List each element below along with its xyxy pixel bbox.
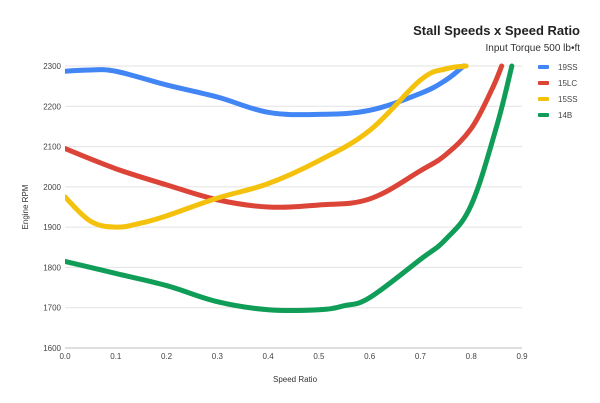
- chart-title: Stall Speeds x Speed Ratio: [413, 23, 580, 38]
- tick-labels: 1600 1700 1800 1900 2000 2100 2200 2300 0.0 0.1 0.…: [43, 62, 528, 361]
- y-tick-label: 2100: [43, 143, 61, 152]
- legend-swatch-14b: [538, 113, 549, 117]
- legend-label-19ss: 19SS: [558, 63, 578, 72]
- y-tick-label: 2300: [43, 62, 61, 71]
- chart-subtitle: Input Torque 500 lb•ft: [486, 43, 581, 54]
- x-tick-label: 0.6: [364, 352, 376, 361]
- x-tick-label: 0.5: [313, 352, 325, 361]
- series-lines: [65, 63, 515, 314]
- y-tick-label: 1800: [43, 263, 61, 272]
- x-tick-label: 0.2: [161, 352, 173, 361]
- series-line-15lc: [65, 63, 505, 210]
- y-tick-label: 1700: [43, 304, 61, 313]
- legend-swatch-15ss: [538, 97, 549, 101]
- x-tick-label: 0.7: [415, 352, 427, 361]
- x-tick-label: 0.9: [516, 352, 528, 361]
- legend-label-14b: 14B: [558, 111, 572, 120]
- series-line-14b: [65, 63, 515, 314]
- x-axis-label: Speed Ratio: [273, 375, 318, 384]
- x-tick-label: 0.0: [59, 352, 71, 361]
- x-tick-label: 0.1: [110, 352, 122, 361]
- legend-label-15lc: 15LC: [558, 79, 577, 88]
- x-tick-label: 0.8: [466, 352, 478, 361]
- legend-label-15ss: 15SS: [558, 95, 578, 104]
- legend-swatch-15lc: [538, 81, 549, 85]
- x-tick-label: 0.4: [263, 352, 275, 361]
- legend: 19SS 15LC 15SS 14B: [538, 63, 578, 120]
- series-line-15ss: [65, 63, 469, 230]
- grid: [65, 65, 522, 349]
- y-axis-label: Engine RPM: [21, 184, 30, 229]
- y-tick-label: 2000: [43, 183, 61, 192]
- y-tick-label: 2200: [43, 102, 61, 111]
- x-tick-label: 0.3: [212, 352, 224, 361]
- legend-swatch-19ss: [538, 65, 549, 69]
- y-tick-label: 1900: [43, 223, 61, 232]
- series-line-19ss: [65, 63, 467, 118]
- y-tick-label: 1600: [43, 344, 61, 353]
